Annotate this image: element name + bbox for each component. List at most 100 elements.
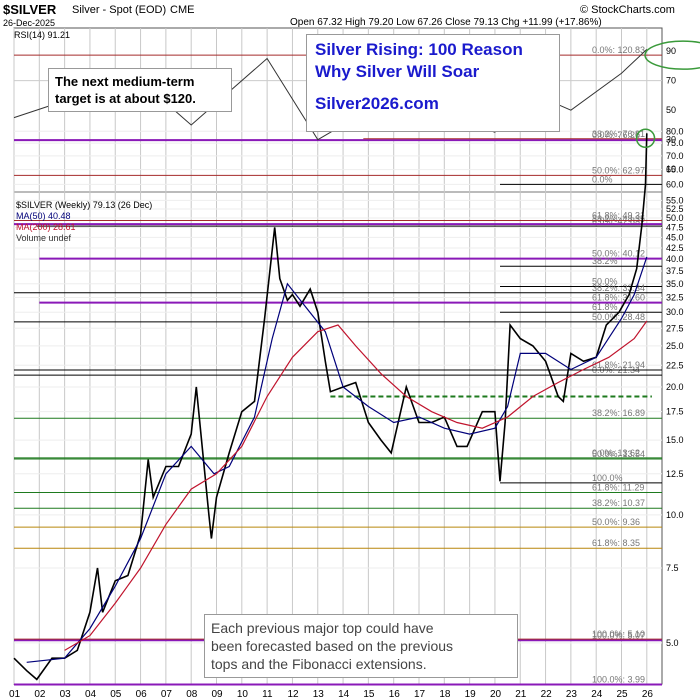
exchange-label: CME (170, 4, 195, 16)
x-tick-label: 05 (110, 689, 122, 700)
ohlc-readout: Open 67.32 High 79.20 Low 67.26 Close 79… (290, 17, 602, 28)
bottom-note-line-2: been forecasted based on the previous (211, 638, 454, 654)
y-tick-label: 32.5 (666, 292, 684, 302)
brand-label: © StockCharts.com (580, 4, 675, 16)
target-note-line-1: The next medium-term (55, 74, 195, 89)
fib-level-label: 38.2% (592, 256, 618, 266)
fib-level-label: 0.0%: 120.83 (592, 45, 645, 55)
fib-level-label: 100.0% (592, 473, 623, 483)
price-legend: $SILVER (Weekly) 79.13 (26 Dec) MA(50) 4… (16, 200, 152, 244)
fib-level-label: 50.0% (592, 276, 618, 286)
fib-level-label: 38.2%: 16.89 (592, 408, 645, 418)
fib-level-label: 61.8%: 8.35 (592, 538, 640, 548)
x-tick-label: 25 (617, 689, 629, 700)
fib-level-label: 38.2%: 48.35 (592, 214, 645, 224)
rsi-tick-label: 70 (666, 76, 676, 86)
target-circle (635, 128, 656, 149)
fib-level-label: 0.0% (592, 174, 613, 184)
x-tick-label: 22 (541, 689, 553, 700)
fib-level-label: 38.2%: 33.34 (592, 283, 645, 293)
x-tick-label: 18 (439, 689, 451, 700)
x-tick-label: 09 (212, 689, 224, 700)
fib-level-label: 61.8%: 49.31 (592, 211, 645, 221)
rsi-legend-label: RSI(14) 91.21 (14, 30, 71, 40)
x-tick-label: 11 (262, 689, 273, 700)
title-box: Silver Rising: 100 Reason Why Silver Wil… (306, 34, 560, 132)
y-tick-label: 15.0 (666, 435, 684, 445)
y-tick-label: 52.5 (666, 204, 684, 214)
target-ellipse (644, 40, 700, 70)
y-tick-label: 47.5 (666, 222, 684, 232)
instrument-name: Silver - Spot (EOD) (72, 4, 167, 16)
title-site: Silver2026.com (315, 94, 439, 113)
ma200-line (64, 320, 648, 651)
y-tick-label: 10.0 (666, 510, 684, 520)
fib-level-label: 0.0%: 76.26 (592, 130, 640, 140)
y-tick-label: 25.0 (666, 341, 684, 351)
symbol-label: $SILVER (3, 2, 57, 17)
fib-level-label: 61.8%: 11.29 (592, 483, 644, 493)
x-tick-label: 06 (136, 689, 148, 700)
y-tick-label: 40.0 (666, 254, 684, 264)
y-tick-label: 75.0 (666, 138, 684, 148)
volume-legend-label: Volume undef (16, 233, 72, 243)
x-tick-label: 17 (414, 689, 426, 700)
y-tick-label: 22.5 (666, 360, 684, 370)
x-tick-label: 15 (363, 689, 375, 700)
x-tick-label: 13 (313, 689, 325, 700)
x-tick-label: 01 (9, 689, 21, 700)
y-tick-label: 35.0 (666, 279, 684, 289)
fib-level-label: 50.0%: 62.97 (592, 165, 645, 175)
y-tick-label: 80.0 (666, 126, 684, 136)
y-tick-label: 60.0 (666, 179, 684, 189)
x-tick-label: 14 (338, 689, 350, 700)
ma50-line (26, 256, 648, 663)
fib-level-label: 50.0%: 9.36 (592, 517, 640, 527)
price-line (13, 133, 648, 681)
y-tick-label: 30.0 (666, 307, 684, 317)
y-tick-label: 5.0 (666, 638, 679, 648)
x-tick-label: 12 (287, 689, 299, 700)
fib-level-label: 100.0%: 3.99 (592, 674, 645, 684)
title-line-2: Why Silver Will Soar (315, 62, 480, 81)
fib-level-label: 50.0%: 28.48 (592, 312, 645, 322)
x-tick-label: 10 (237, 689, 249, 700)
rsi-legend: RSI(14) 91.21 (14, 30, 70, 41)
fib-level-label: 50.0%: 13.54 (592, 449, 645, 459)
y-tick-label: 7.5 (666, 563, 679, 573)
x-tick-label: 24 (591, 689, 603, 700)
fib-level-label: 61.8% (592, 302, 618, 312)
price-legend-label: $SILVER (Weekly) 79.13 (26 Dec) (16, 200, 153, 210)
fib-level-label: 100.0%: 5.07 (592, 630, 645, 640)
fib-level-label: 61.8%: 21.94 (592, 360, 645, 370)
y-tick-label: 17.5 (666, 407, 684, 417)
rsi-tick-label: 30 (666, 135, 676, 145)
title-line-1: Silver Rising: 100 Reason (315, 40, 523, 59)
x-tick-label: 08 (186, 689, 198, 700)
fib-level-label: 0.0%: 47.83 (592, 216, 640, 226)
fib-level-label: 100.0%: 5.10 (592, 629, 645, 639)
x-tick-label: 04 (85, 689, 97, 700)
rsi-tick-label: 10 (666, 164, 676, 174)
y-tick-label: 55.0 (666, 195, 684, 205)
ma200-legend-label: MA(200) 28.61 (16, 222, 76, 232)
y-tick-label: 27.5 (666, 323, 684, 333)
x-tick-label: 23 (566, 689, 578, 700)
y-tick-label: 45.0 (666, 232, 684, 242)
x-tick-label: 02 (34, 689, 46, 700)
bottom-note-line-3: tops and the Fibonacci extensions. (211, 656, 427, 672)
chart-date: 26-Dec-2025 (3, 18, 56, 28)
x-tick-label: 20 (490, 689, 502, 700)
y-tick-label: 65.0 (666, 165, 684, 175)
x-tick-label: 19 (465, 689, 477, 700)
target-note-line-2: target is at about $120. (55, 91, 196, 106)
y-tick-label: 20.0 (666, 382, 684, 392)
target-note-box: The next medium-term target is at about … (48, 68, 232, 112)
y-tick-label: 42.5 (666, 243, 684, 253)
y-tick-label: 50.0 (666, 213, 684, 223)
y-tick-label: 12.5 (666, 469, 684, 479)
rsi-tick-label: 50 (666, 105, 676, 115)
x-tick-label: 21 (515, 689, 527, 700)
x-tick-label: 03 (60, 689, 72, 700)
